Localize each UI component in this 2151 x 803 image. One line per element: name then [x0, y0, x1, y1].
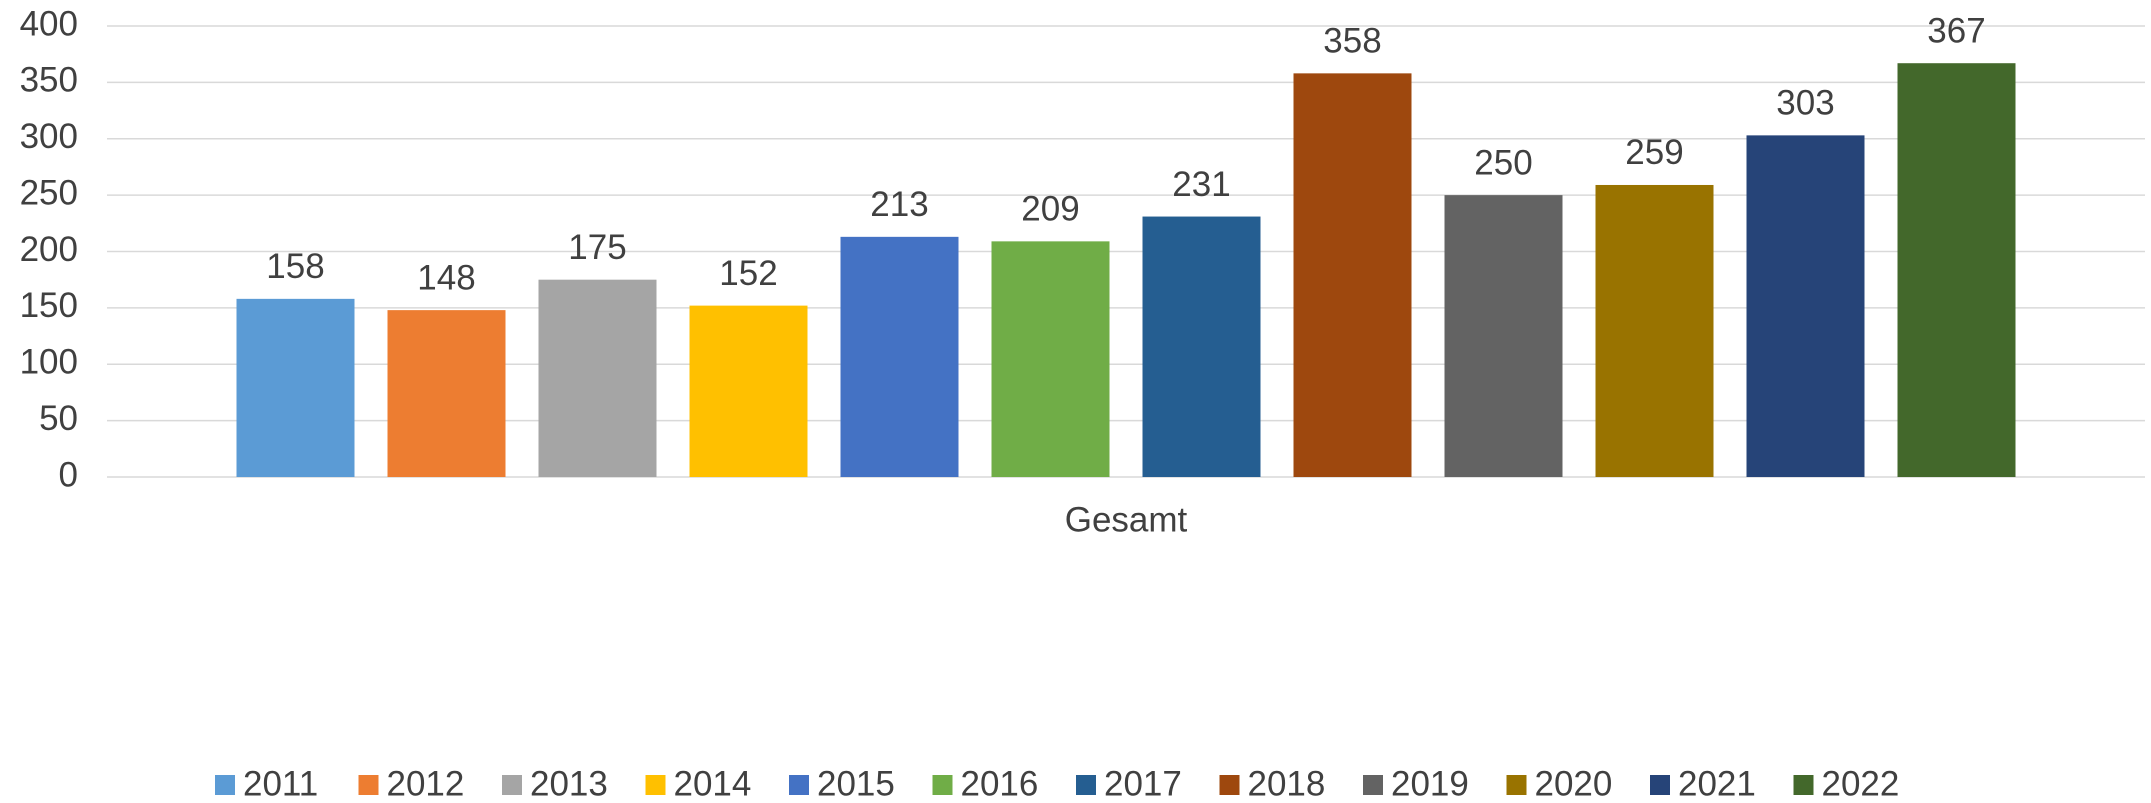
- data-label: 209: [1021, 190, 1079, 229]
- x-tick-label: Gesamt: [1065, 500, 1188, 539]
- legend-swatch: [789, 775, 809, 795]
- legend-swatch: [1506, 775, 1527, 795]
- y-tick-label: 250: [20, 173, 78, 212]
- legend-label: 2011: [243, 764, 318, 803]
- legend-swatch: [645, 775, 666, 795]
- bar: [538, 279, 657, 477]
- y-tick-label: 300: [20, 117, 78, 156]
- legend-swatch: [215, 775, 235, 795]
- bar: [840, 236, 959, 477]
- legend-label: 2018: [1248, 764, 1326, 803]
- legend-swatch: [1076, 775, 1096, 795]
- data-label: 303: [1776, 84, 1834, 123]
- legend-swatch: [932, 775, 953, 795]
- bar: [689, 305, 808, 477]
- bar: [991, 241, 1110, 477]
- data-label: 213: [870, 185, 928, 224]
- bar: [387, 310, 506, 477]
- bar: [1293, 73, 1412, 477]
- y-tick-label: 400: [20, 4, 78, 43]
- legend-swatch: [1793, 775, 1814, 795]
- data-label: 158: [266, 247, 324, 286]
- y-tick-label: 50: [39, 399, 78, 438]
- data-label: 367: [1927, 11, 1985, 50]
- legend-label: 2022: [1822, 764, 1900, 803]
- legend-label: 2012: [387, 764, 465, 803]
- data-label: 358: [1323, 22, 1381, 61]
- legend-label: 2019: [1391, 764, 1469, 803]
- legend-swatch: [1650, 775, 1670, 795]
- legend-swatch: [502, 775, 522, 795]
- data-label: 148: [417, 258, 475, 297]
- y-tick-label: 200: [20, 230, 78, 269]
- legend-label: 2014: [674, 764, 752, 803]
- legend-swatch: [1363, 775, 1383, 795]
- data-label: 231: [1172, 165, 1230, 204]
- legend-label: 2016: [961, 764, 1039, 803]
- y-tick-label: 350: [20, 61, 78, 100]
- legend-label: 2021: [1678, 764, 1756, 803]
- legend-label: 2020: [1535, 764, 1613, 803]
- bar: [1746, 135, 1865, 477]
- bar: [1595, 184, 1714, 478]
- legend-label: 2017: [1104, 764, 1182, 803]
- data-label: 259: [1625, 133, 1683, 172]
- legend-swatch: [1219, 775, 1240, 795]
- y-tick-label: 100: [20, 343, 78, 382]
- legend-label: 2015: [817, 764, 895, 803]
- data-label: 175: [568, 228, 626, 267]
- data-label: 250: [1474, 143, 1532, 182]
- bar: [1897, 63, 2016, 478]
- bar: [236, 298, 355, 477]
- bar: [1444, 195, 1563, 477]
- data-label: 152: [719, 254, 777, 293]
- legend-swatch: [358, 775, 379, 795]
- bar: [1142, 216, 1261, 478]
- legend-label: 2013: [530, 764, 608, 803]
- y-tick-label: 150: [20, 286, 78, 325]
- y-tick-label: 0: [59, 455, 78, 494]
